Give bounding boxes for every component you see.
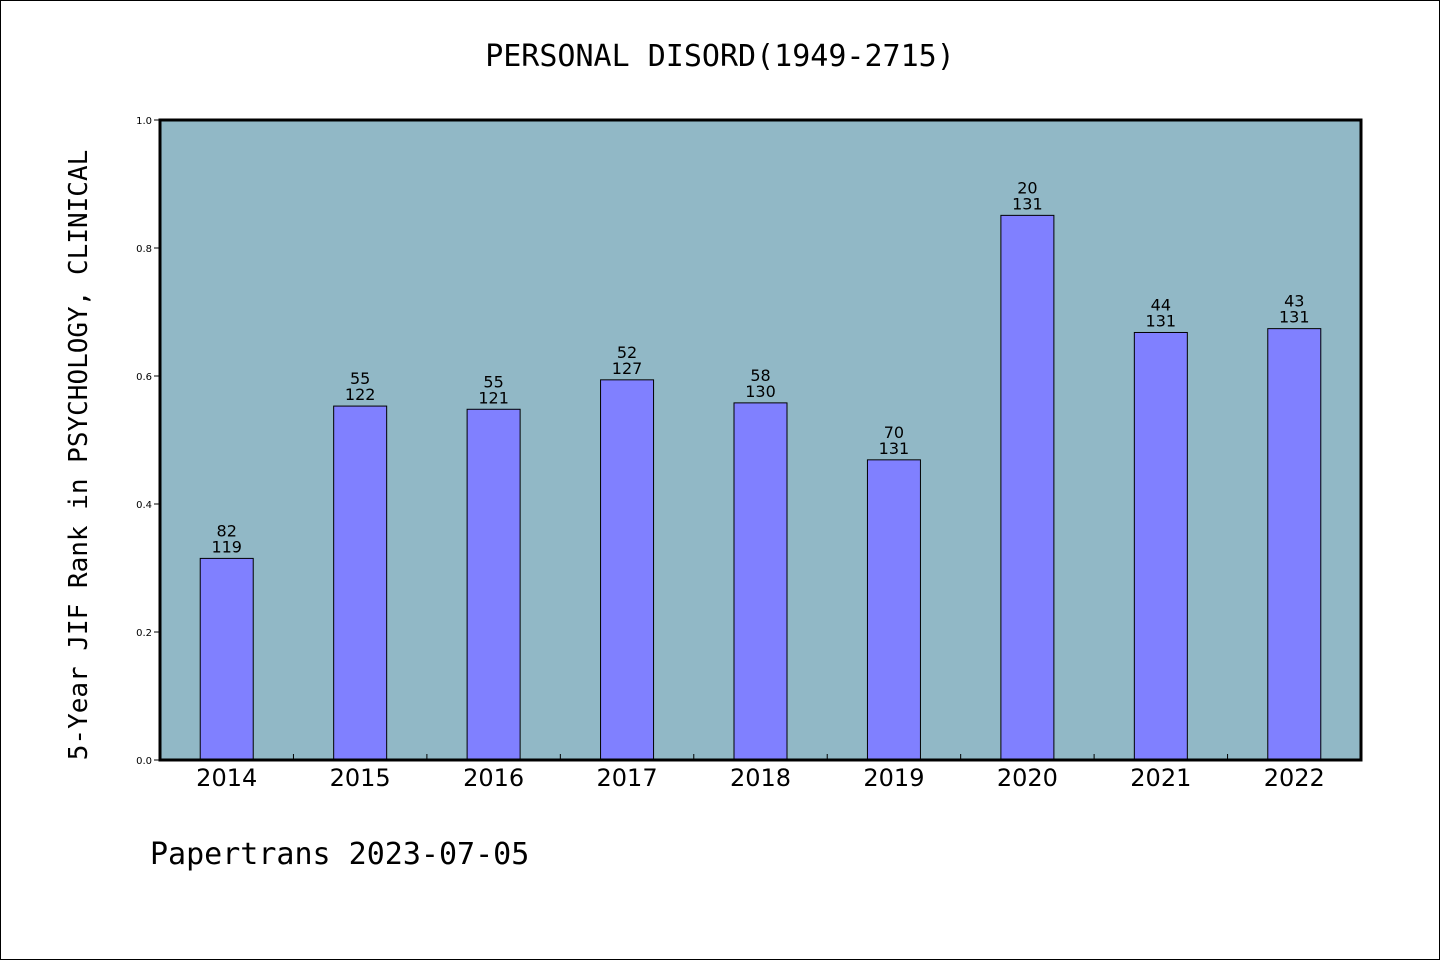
y-axis: 0.0 0.2 0.4 0.6 0.8 1.0	[136, 116, 160, 767]
bar-2019	[866, 459, 921, 761]
bar-2015	[333, 405, 388, 761]
bar-total-label: 131	[1012, 194, 1043, 213]
x-tick-label: 2015	[330, 764, 391, 792]
bar-rank-label: 58	[750, 366, 770, 385]
x-axis: 2014 2015 2016 2017 2018 2019 2020 2021 2022	[196, 754, 1325, 792]
bar-rank-label: 20	[1017, 178, 1037, 197]
chart-title: PERSONAL DISORD(1949-2715)	[485, 39, 955, 74]
x-tick-label: 2021	[1130, 764, 1191, 792]
bar-rank-label: 70	[884, 423, 904, 442]
x-tick-label: 2018	[730, 764, 791, 792]
bar-rank-label: 82	[217, 521, 237, 540]
bar-total-label: 121	[478, 388, 509, 407]
bar-total-label: 122	[345, 385, 376, 404]
bar-total-label: 119	[211, 537, 242, 556]
y-tick-label: 1.0	[136, 116, 152, 127]
bar-total-label: 131	[879, 439, 910, 458]
bar-2022	[1267, 328, 1322, 761]
bar-rank-label: 55	[483, 372, 503, 391]
bar-2017	[600, 379, 655, 761]
bar-rank-label: 43	[1284, 292, 1304, 311]
y-tick-label: 0.2	[136, 628, 152, 639]
plot-border	[158, 118, 1363, 762]
bar-2016	[466, 408, 521, 761]
bar-2020	[1000, 214, 1055, 761]
footer-credit: Papertrans 2023-07-05	[150, 837, 529, 872]
y-tick-label: 0.4	[136, 500, 152, 511]
x-tick-label: 2020	[997, 764, 1058, 792]
bar-2018	[733, 402, 788, 761]
bar-2014	[199, 557, 254, 761]
y-tick-label: 0.6	[136, 372, 152, 383]
bar-rank-label: 44	[1151, 295, 1171, 314]
bar-2021	[1133, 331, 1188, 761]
y-tick-label: 0.8	[136, 244, 152, 255]
bar-total-label: 130	[745, 382, 776, 401]
bar-total-label: 131	[1279, 308, 1310, 327]
bar-total-label: 131	[1146, 311, 1177, 330]
x-tick-label: 2022	[1264, 764, 1325, 792]
bar-total-label: 127	[612, 359, 643, 378]
x-tick-label: 2017	[597, 764, 658, 792]
bar-rank-label: 55	[350, 369, 370, 388]
x-tick-label: 2016	[463, 764, 524, 792]
y-tick-label: 0.0	[136, 756, 152, 767]
x-tick-label: 2019	[863, 764, 924, 792]
y-axis-label: 5-Year JIF Rank in PSYCHOLOGY, CLINICAL	[64, 150, 94, 760]
bar-rank-label: 52	[617, 343, 637, 362]
x-tick-label: 2014	[196, 764, 257, 792]
